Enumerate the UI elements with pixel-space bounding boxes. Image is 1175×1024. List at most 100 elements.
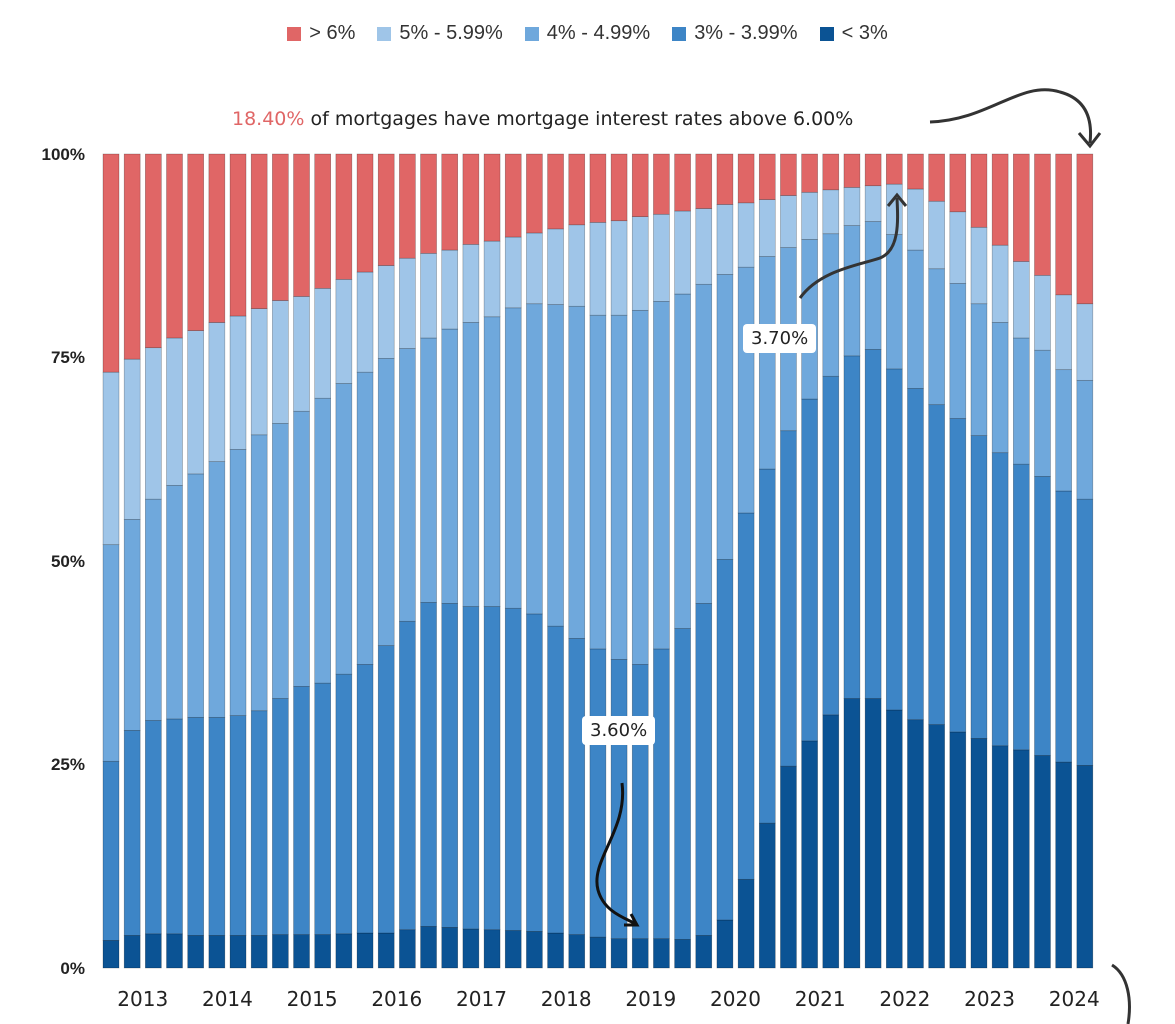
bar-segment	[1013, 337, 1030, 465]
bar-segment	[653, 153, 670, 215]
bar-segment	[653, 213, 670, 302]
bar-segment	[589, 153, 607, 223]
bar-segment	[843, 355, 861, 699]
bar-stack	[991, 153, 1009, 969]
bar-segment	[822, 233, 840, 377]
bar-segment	[716, 153, 734, 205]
bar-segment	[674, 293, 691, 629]
bar-segment	[526, 931, 543, 969]
high-arrow	[798, 197, 900, 299]
bar-stack	[864, 153, 882, 969]
bar-segment	[885, 368, 903, 711]
bar-segment	[250, 434, 268, 712]
bar-segment	[420, 602, 437, 927]
bar-segment	[399, 153, 416, 259]
legend-label: 3% - 3.99%	[694, 22, 798, 44]
bar-stack	[441, 153, 459, 969]
bar-segment	[991, 153, 1009, 246]
bar-segment	[250, 153, 268, 309]
y-tick-label: 0%	[60, 959, 85, 978]
bar-segment	[145, 347, 162, 500]
bar-segment	[420, 926, 437, 969]
bar-segment	[843, 187, 861, 226]
bar-segment	[504, 153, 522, 238]
bar-segment	[843, 153, 861, 188]
bar-stack	[737, 153, 755, 969]
bar-segment	[970, 226, 988, 305]
bar-stack	[674, 153, 691, 969]
bar-segment	[208, 716, 226, 936]
legend-item-4-to-5: 4% - 4.99%	[524, 22, 650, 45]
bar-segment	[187, 935, 204, 969]
bar-segment	[928, 200, 945, 270]
bar-segment	[991, 322, 1009, 454]
bar-segment	[758, 153, 776, 200]
bar-segment	[123, 519, 141, 731]
bar-segment	[1034, 153, 1051, 276]
bar-segment	[441, 153, 459, 251]
bar-segment	[462, 928, 480, 969]
bar-segment	[399, 348, 416, 622]
low-arrow	[595, 782, 637, 926]
x-tick-label: 2017	[456, 987, 507, 1011]
bar-segment	[166, 718, 183, 935]
bar-segment	[801, 239, 818, 400]
bar-segment	[399, 257, 416, 349]
bar-stack	[102, 153, 120, 969]
bar-segment	[166, 933, 183, 969]
bar-segment	[483, 316, 501, 607]
legend-swatch	[819, 26, 834, 41]
bar-segment	[991, 452, 1009, 747]
bar-segment	[864, 185, 882, 222]
bar-segment	[716, 204, 734, 275]
bar-segment	[483, 153, 501, 242]
bar-stack	[822, 153, 840, 969]
bar-segment	[822, 375, 840, 716]
bar-stack	[399, 153, 416, 969]
bar-segment	[1034, 349, 1051, 477]
bar-segment	[547, 153, 564, 230]
bar-segment	[314, 934, 332, 969]
bar-segment	[293, 686, 310, 935]
bar-stack	[145, 153, 162, 969]
bar-segment	[716, 559, 734, 921]
bar-segment	[970, 303, 988, 436]
bar-segment	[928, 404, 945, 725]
bar-segment	[631, 938, 649, 969]
bar-stack	[1013, 153, 1030, 969]
bar-segment	[314, 397, 332, 684]
bar-stack	[610, 153, 628, 969]
bar-segment	[123, 358, 141, 520]
bar-segment	[589, 314, 607, 650]
bar-segment	[949, 153, 967, 213]
bar-segment	[420, 253, 437, 339]
bar-segment	[758, 199, 776, 257]
bar-segment	[1013, 261, 1030, 339]
bar-segment	[568, 934, 586, 969]
bar-segment	[801, 398, 818, 742]
bar-segment	[356, 932, 374, 969]
bar-segment	[589, 936, 607, 969]
bar-segment	[737, 878, 755, 969]
bar-segment	[420, 337, 437, 603]
bar-segment	[949, 418, 967, 733]
bar-stack	[356, 153, 374, 969]
bar-segment	[441, 603, 459, 928]
bar-segment	[547, 304, 564, 627]
bar-segment	[123, 935, 141, 969]
bar-segment	[610, 220, 628, 316]
bar-segment	[1034, 476, 1051, 756]
bar-segment	[272, 423, 289, 699]
bar-segment	[293, 153, 310, 297]
bar-segment	[377, 358, 395, 646]
annotation-label-low: 3.60%	[582, 716, 656, 745]
bar-segment	[377, 153, 395, 266]
bar-segment	[780, 153, 797, 196]
bar-segment	[1055, 761, 1072, 969]
bar-segment	[377, 265, 395, 359]
bar-segment	[462, 606, 480, 930]
bar-segment	[208, 322, 226, 462]
low-arrowhead	[624, 913, 640, 927]
x-tick-label: 2013	[117, 987, 168, 1011]
bar-segment	[758, 256, 776, 470]
